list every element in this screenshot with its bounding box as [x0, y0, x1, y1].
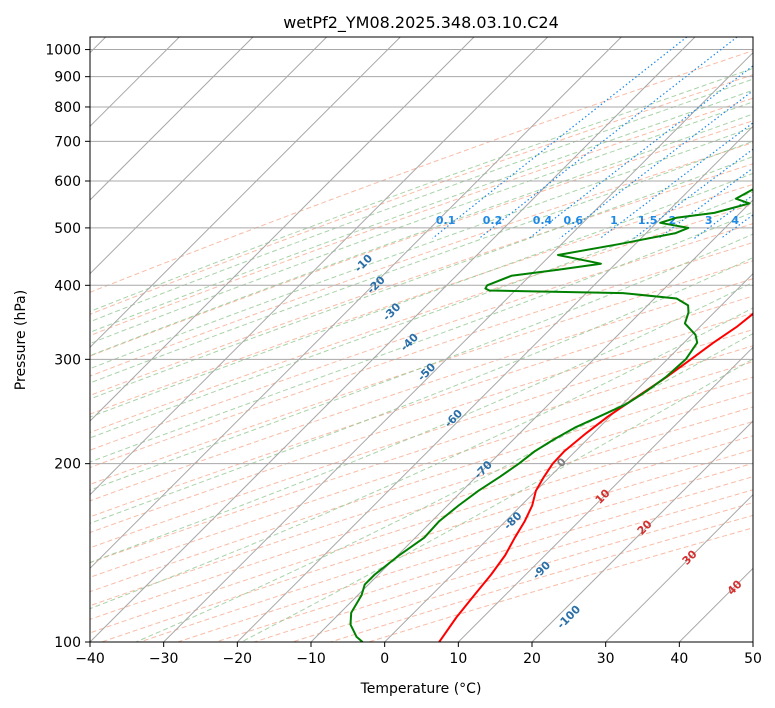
- y-tick-label: 700: [54, 134, 81, 150]
- dry-adiabat-line: [90, 278, 753, 502]
- dry-adiabat-line: [90, 376, 753, 593]
- temperature-profile-line: [438, 312, 753, 642]
- moist-adiabat-line: [90, 307, 753, 610]
- y-tick-label: 800: [54, 100, 81, 116]
- moist-adiabat-line: [90, 156, 753, 400]
- x-tick-label: 0: [380, 651, 389, 667]
- x-axis-ticks: −40 −30 −20 −10 0 10 20 30 40 50: [75, 642, 762, 667]
- sounding-series: [349, 188, 753, 642]
- mixing-ratio-line: [658, 167, 753, 239]
- moist-adiabat-line: [90, 101, 753, 345]
- x-tick-label: 40: [670, 651, 688, 667]
- dry-adiabat-line: [90, 223, 753, 451]
- isotherm-line: [384, 272, 753, 642]
- x-tick-label: 20: [523, 651, 541, 667]
- y-tick-label: 1000: [45, 43, 81, 59]
- isotherm-line: [163, 51, 753, 642]
- dry-adiabat-line: [90, 295, 753, 518]
- dry-adiabat-line: [90, 241, 753, 469]
- isotherm-line: [310, 199, 753, 642]
- mixing-ratio-line: [478, 37, 738, 239]
- moist-adiabat-line: [241, 358, 753, 642]
- mixing-ratio-lines: [432, 37, 753, 239]
- plot-frame: [89, 36, 754, 643]
- y-tick-label: 300: [54, 352, 81, 368]
- x-tick-label: −10: [296, 651, 326, 667]
- mixing-ratio-label: 1: [610, 214, 618, 227]
- y-tick-label: 100: [54, 635, 81, 651]
- dry-adiabat-line: [90, 345, 753, 564]
- pressure-gridlines: [90, 49, 753, 642]
- isotherm-line: [90, 37, 401, 349]
- y-tick-label: 400: [54, 278, 81, 294]
- x-tick-label: −40: [75, 651, 105, 667]
- isotherms: [90, 37, 753, 642]
- y-axis-label: Pressure (hPa): [13, 290, 29, 390]
- dry-adiabat-line: [90, 391, 753, 607]
- x-tick-label: 30: [597, 651, 615, 667]
- isotherm-line: [457, 346, 753, 642]
- isotherm-line: [90, 37, 475, 422]
- mixing-ratio-label: 0.4: [533, 214, 553, 227]
- mixing-ratio-label: 1.5: [638, 214, 658, 227]
- x-tick-label: 10: [449, 651, 467, 667]
- isotherm-line: [90, 37, 622, 570]
- dry-adiabat-line: [90, 312, 753, 534]
- dry-adiabat-line: [90, 50, 753, 293]
- dewpoint-profile-line: [349, 188, 753, 642]
- y-tick-label: 900: [54, 70, 81, 86]
- dry-adiabat-line: [90, 163, 753, 396]
- chart-title: wetPf2_YM08.2025.348.03.10.C24: [283, 13, 559, 33]
- isotherm-line: [531, 420, 753, 642]
- dry-adiabat-line: [90, 329, 753, 549]
- mixing-ratio-label: 2: [669, 214, 677, 227]
- isotherm-line: [605, 493, 753, 642]
- moist-adiabat-line: [90, 172, 753, 418]
- moist-adiabat-line: [90, 211, 753, 463]
- mixing-ratio-label: 0.2: [483, 214, 503, 227]
- y-tick-label: 500: [54, 221, 81, 237]
- isotherm-line: [236, 125, 753, 642]
- mixing-ratio-label: 0.1: [436, 214, 456, 227]
- isotherm-line: [90, 37, 696, 642]
- moist-adiabat-line: [90, 78, 753, 323]
- y-tick-label: 200: [54, 457, 81, 473]
- x-tick-label: 50: [744, 651, 762, 667]
- mixing-ratio-label: 0.6: [564, 214, 584, 227]
- dry-adiabat-line: [90, 142, 753, 377]
- moist-adiabat-line: [90, 257, 753, 524]
- dry-adiabat-line: [90, 97, 753, 337]
- isotherm-line: [90, 37, 328, 275]
- mixing-ratio-label: 4: [731, 214, 739, 227]
- x-tick-label: −30: [149, 651, 179, 667]
- x-axis-label: Temperature (°C): [360, 681, 482, 697]
- isotherm-line: [90, 37, 254, 201]
- y-axis-ticks: 100 200 300 400 500 600 700 800 900 1000: [45, 43, 90, 651]
- y-tick-label: 600: [54, 174, 81, 190]
- x-tick-label: −20: [223, 651, 253, 667]
- mixing-ratio-label: 3: [705, 214, 713, 227]
- mixing-ratio-line: [559, 89, 753, 239]
- isotherm-line: [90, 37, 549, 496]
- plot-area: 0.10.20.40.611.52346810131620253036-100-…: [90, 37, 753, 642]
